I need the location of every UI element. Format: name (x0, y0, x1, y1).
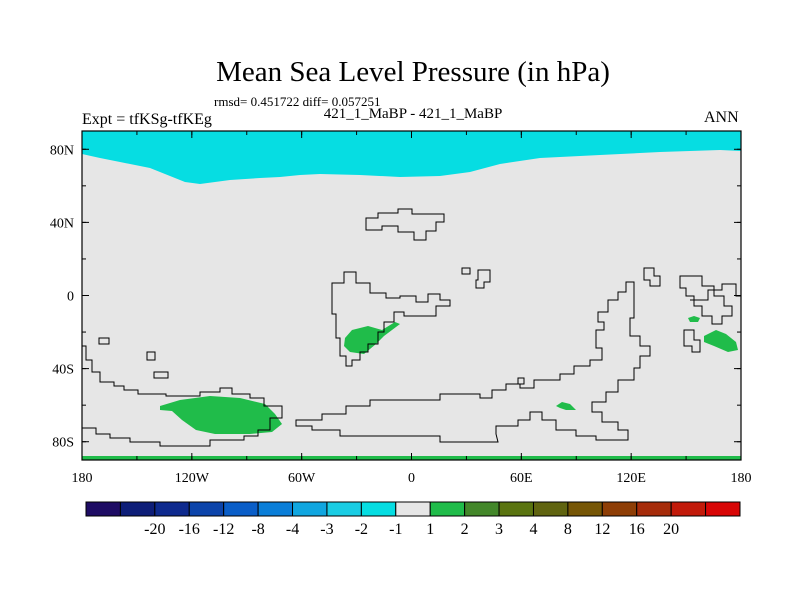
positive-anomaly-pacific-small (688, 316, 700, 322)
colorbar-swatch (670, 501, 707, 517)
lat-label: 80N (50, 143, 74, 158)
contour-atlantic-mid (331, 271, 451, 367)
colorbar-swatch (188, 501, 225, 517)
lon-label: 60E (510, 471, 533, 486)
colorbar-swatch (154, 501, 190, 517)
colorbar-label: 20 (663, 521, 679, 538)
colorbar-swatch (257, 501, 294, 517)
lon-label: 180 (72, 471, 93, 486)
colorbar-label: 3 (495, 521, 503, 538)
colorbar-label: -4 (286, 521, 299, 538)
lat-label: 40N (50, 216, 74, 231)
lon-label: 120E (616, 471, 646, 486)
lon-label: 0 (408, 471, 415, 486)
colorbar-label: -1 (389, 521, 402, 538)
colorbar-swatch (532, 501, 569, 517)
positive-anomaly-tasman (704, 330, 738, 352)
colorbar-label: -2 (355, 521, 368, 538)
lon-label: 180 (731, 471, 752, 486)
contour-west-pacific-2 (679, 275, 733, 325)
colorbar-label: 1 (426, 521, 434, 538)
stats-label: rmsd= 0.451722 diff= 0.057251 (214, 94, 381, 109)
colorbar-swatch (326, 501, 362, 517)
colorbar-swatch (360, 501, 397, 517)
colorbar-label: 2 (461, 521, 469, 538)
colorbar-swatch (223, 501, 259, 517)
colorbar-swatch (464, 501, 500, 517)
contour-small-box-5 (98, 337, 110, 345)
contour-southern-pacific (82, 345, 283, 447)
lat-label: 40S (52, 363, 74, 378)
positive-anomaly-south-atlantic (344, 322, 400, 354)
longitude-axis: 180 120W 60W 0 60E 120E 180 (72, 131, 752, 486)
colorbar-swatch (705, 501, 741, 517)
contour-tasman (683, 329, 701, 353)
contour-small-box-3 (146, 351, 156, 361)
colorbar-label: 4 (529, 521, 537, 538)
colorbar-swatch (292, 501, 328, 517)
colorbar-swatch (395, 501, 431, 517)
contour-indian-ocean (295, 281, 651, 443)
colorbar-swatch (567, 501, 603, 517)
plot-area (81, 130, 742, 461)
lon-label: 60W (288, 471, 316, 486)
positive-anomaly-indian-small (556, 402, 576, 410)
colorbar-label: -8 (251, 521, 264, 538)
colorbar-label: -12 (213, 521, 234, 538)
lat-label: 0 (67, 290, 74, 305)
colorbar-swatch (601, 501, 638, 517)
colorbar-swatch (636, 501, 672, 517)
contour-small-box-1 (461, 267, 471, 275)
colorbar-label: -16 (179, 521, 200, 538)
expt-label: Expt = tfKSg-tfKEg (82, 111, 212, 128)
case-label: 421_1_MaBP - 421_1_MaBP (323, 106, 503, 122)
contour-small-box-2 (475, 269, 491, 289)
colorbar-label: -20 (144, 521, 165, 538)
contour-north-atlantic (365, 208, 445, 241)
contour-small-box-4 (153, 371, 169, 379)
negative-anomaly-band (82, 131, 741, 184)
contour-small-box-6 (517, 377, 525, 385)
colorbar-label: -3 (320, 521, 333, 538)
season-label: ANN (704, 109, 739, 126)
contour-antarctic-sector (690, 283, 741, 301)
positive-anomaly-south-pacific (160, 396, 282, 434)
map-title: Mean Sea Level Pressure (in hPa) (216, 56, 610, 88)
colorbar-label: 12 (594, 521, 610, 538)
colorbar-label: 16 (629, 521, 645, 538)
colorbar: -20 -16 -12 -8 -4 -3 -2 -1 1 2 3 4 8 12 16 20 (85, 501, 741, 538)
lat-label: 80S (52, 436, 74, 451)
colorbar-label: 8 (564, 521, 572, 538)
colorbar-swatch (429, 501, 466, 517)
contour-west-pacific (643, 267, 661, 287)
colorbar-swatch (498, 501, 534, 517)
lon-label: 120W (175, 471, 210, 486)
colorbar-swatch (85, 501, 121, 517)
latitude-axis: 80N 40N 0 40S 80S (50, 143, 741, 451)
contour-lines (82, 208, 741, 447)
colorbar-swatch (119, 501, 156, 517)
